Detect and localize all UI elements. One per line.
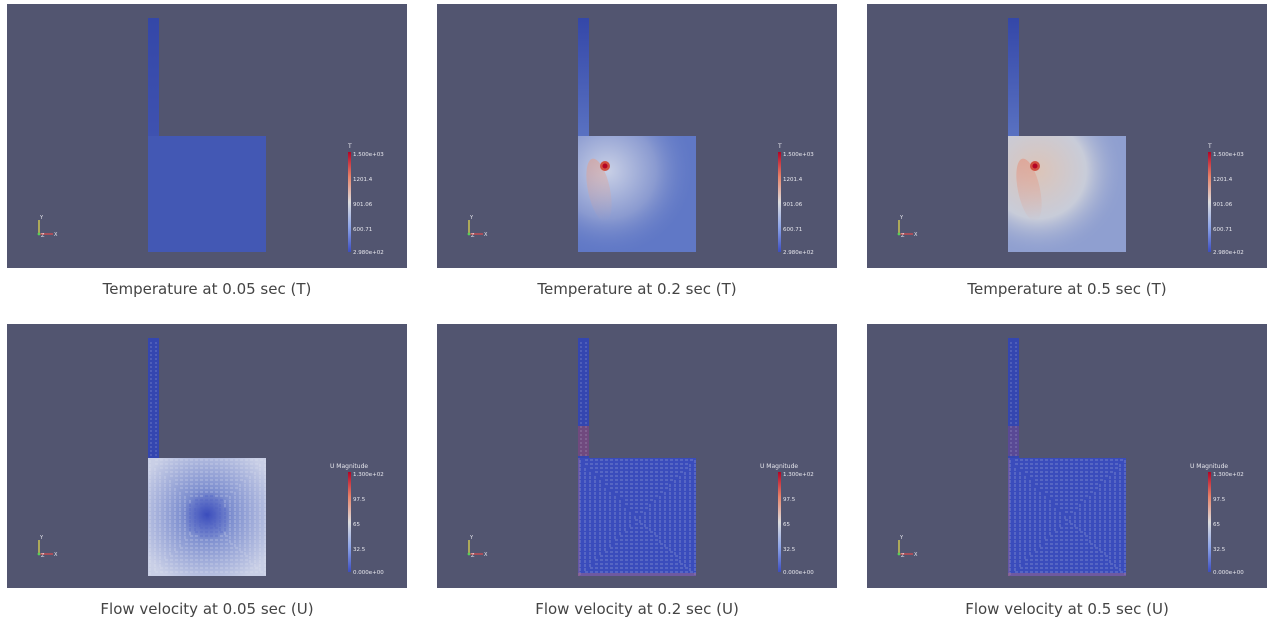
svg-text:Z: Z — [41, 233, 45, 239]
colorbar-tick-label: 901.06 — [353, 202, 373, 208]
domain-shape — [1008, 18, 1126, 252]
colorbar-tick-label: 901.06 — [783, 202, 803, 208]
colorbar-tick-label: 2.980e+02 — [353, 250, 384, 256]
colorbar-legend: U Magnitude 1.300e+02 97.5 65 32.5 0.000e+00 — [1190, 463, 1244, 576]
caption-velocity-0-5: Flow velocity at 0.5 sec (U) — [965, 600, 1169, 618]
caption-temperature-0-05: Temperature at 0.05 sec (T) — [102, 280, 312, 298]
colorbar-tick-label: 901.06 — [1213, 202, 1233, 208]
velocity-panel-0-05: Y Z X U Magnitude 1.300e+02 97.5 65 32.5 0.000e+… — [7, 324, 407, 588]
temperature-panel-0-5: Y Z X T 1.500e+03 1201.4 901.06 600.71 2.980e+02 — [867, 4, 1267, 268]
colorbar-title: U Magnitude — [1190, 463, 1228, 470]
temperature-plot-0-05: Y Z X T1.500e+03 1201.4 901.06 600.71 2.980e+02 — [37, 18, 384, 256]
colorbar-tick-label: 32.5 — [353, 547, 366, 553]
velocity-glyphs — [1009, 342, 1126, 575]
colorbar-title: U Magnitude — [760, 463, 798, 470]
domain-shape — [1008, 338, 1126, 576]
orientation-axes-icon: Y Z X — [37, 535, 58, 559]
svg-text:Z: Z — [901, 553, 905, 559]
orientation-axes-icon: Y Z X — [467, 215, 488, 239]
colorbar-tick-label: 1.300e+02 — [783, 472, 814, 478]
colorbar-tick-label: 32.5 — [1213, 547, 1226, 553]
svg-text:Y: Y — [899, 535, 904, 541]
velocity-plot-0-2: Y Z X U Magnitude 1.300e+02 97.5 65 32.5 0.000e+… — [467, 338, 814, 576]
colorbar-tick-label: 1.300e+02 — [1213, 472, 1244, 478]
svg-text:Y: Y — [469, 215, 474, 221]
colorbar-tick-label: 65 — [783, 522, 790, 528]
colorbar — [348, 472, 351, 572]
colorbar-tick-label: 600.71 — [353, 227, 372, 233]
domain-shape — [148, 338, 266, 576]
caption-temperature-0-2: Temperature at 0.2 sec (T) — [537, 280, 737, 298]
orientation-axes-icon: Y Z X — [467, 535, 488, 559]
colorbar-tick-label: 1.500e+03 — [353, 152, 384, 158]
svg-text:Z: Z — [41, 553, 45, 559]
velocity-glyphs — [579, 342, 696, 575]
colorbar — [778, 472, 781, 572]
domain-shape — [148, 18, 266, 252]
velocity-plot-0-5: Y Z X U Magnitude 1.300e+02 97.5 65 32.5 0.000e+… — [897, 338, 1244, 576]
colorbar-tick-label: 0.000e+00 — [783, 570, 814, 576]
colorbar-legend: T1.500e+03 1201.4 901.06 600.71 2.980e+02 — [777, 143, 814, 256]
domain-shape — [578, 338, 696, 576]
svg-text:Z: Z — [471, 553, 475, 559]
colorbar-tick-label: 1201.4 — [353, 177, 373, 183]
svg-text:X: X — [54, 552, 58, 558]
colorbar-tick-label: 97.5 — [1213, 497, 1226, 503]
colorbar-title: T — [777, 143, 782, 150]
svg-text:X: X — [914, 232, 918, 238]
colorbar-tick-label: 97.5 — [783, 497, 796, 503]
colorbar-tick-label: 65 — [1213, 522, 1220, 528]
svg-text:X: X — [54, 232, 58, 238]
caption-velocity-0-2: Flow velocity at 0.2 sec (U) — [535, 600, 739, 618]
orientation-axes-icon: Y Z X — [897, 535, 918, 559]
colorbar — [1208, 152, 1211, 252]
colorbar-tick-label: 1201.4 — [1213, 177, 1233, 183]
colorbar-legend: U Magnitude 1.300e+02 97.5 65 32.5 0.000e+00 — [760, 463, 814, 576]
colorbar-legend: T1.500e+03 1201.4 901.06 600.71 2.980e+02 — [347, 143, 384, 256]
colorbar-tick-label: 600.71 — [1213, 227, 1232, 233]
colorbar-tick-label: 1.300e+02 — [353, 472, 384, 478]
velocity-panel-0-2: Y Z X U Magnitude 1.300e+02 97.5 65 32.5 0.000e+… — [437, 324, 837, 588]
caption-velocity-0-05: Flow velocity at 0.05 sec (U) — [100, 600, 314, 618]
colorbar — [778, 152, 781, 252]
svg-text:Z: Z — [901, 233, 905, 239]
colorbar-legend: U Magnitude 1.300e+02 97.5 65 32.5 0.000e+00 — [330, 463, 384, 576]
colorbar-title: T — [1207, 143, 1212, 150]
svg-text:Z: Z — [471, 233, 475, 239]
svg-text:X: X — [914, 552, 918, 558]
svg-text:Y: Y — [469, 535, 474, 541]
svg-text:X: X — [484, 552, 488, 558]
temperature-panel-0-2: Y Z X T 1.500e+03 1201.4 901.06 600.71 2.980e+02 — [437, 4, 837, 268]
temperature-plot-0-2: Y Z X T1.500e+03 1201.4 901.06 600.71 2.980e+02 — [467, 18, 814, 256]
colorbar-tick-label: 32.5 — [783, 547, 796, 553]
velocity-panel-0-5: Y Z X U Magnitude 1.300e+02 97.5 65 32.5 0.000e+… — [867, 324, 1267, 588]
colorbar-tick-label: 2.980e+02 — [783, 250, 814, 256]
colorbar-tick-label: 600.71 — [783, 227, 802, 233]
caption-temperature-0-5: Temperature at 0.5 sec (T) — [967, 280, 1167, 298]
temperature-plot-0-5: Y Z X T1.500e+03 1201.4 901.06 600.71 2.980e+02 — [897, 18, 1244, 256]
colorbar-tick-label: 97.5 — [353, 497, 366, 503]
colorbar — [1208, 472, 1211, 572]
temperature-panel-0-05: Y Z X T 1.500e+03 1201.4 901.06 600.71 2.980e+02 — [7, 4, 407, 268]
velocity-plot-0-05: Y Z X U Magnitude 1.300e+02 97.5 65 32.5 0.000e+… — [37, 338, 384, 576]
svg-text:X: X — [484, 232, 488, 238]
colorbar-legend: T1.500e+03 1201.4 901.06 600.71 2.980e+02 — [1207, 143, 1244, 256]
colorbar-tick-label: 0.000e+00 — [353, 570, 384, 576]
colorbar-title: U Magnitude — [330, 463, 368, 470]
svg-text:Y: Y — [899, 215, 904, 221]
domain-shape — [578, 18, 696, 252]
svg-text:Y: Y — [39, 535, 44, 541]
velocity-glyphs — [149, 342, 266, 575]
colorbar — [348, 152, 351, 252]
colorbar-tick-label: 1.500e+03 — [1213, 152, 1244, 158]
colorbar-title: T — [347, 143, 352, 150]
colorbar-tick-label: 1.500e+03 — [783, 152, 814, 158]
orientation-axes-icon: Y Z X — [897, 215, 918, 239]
colorbar-tick-label: 2.980e+02 — [1213, 250, 1244, 256]
colorbar-tick-label: 65 — [353, 522, 360, 528]
colorbar-tick-label: 0.000e+00 — [1213, 570, 1244, 576]
svg-text:Y: Y — [39, 215, 44, 221]
colorbar-tick-label: 1201.4 — [783, 177, 803, 183]
orientation-axes-icon: Y Z X — [37, 215, 58, 239]
